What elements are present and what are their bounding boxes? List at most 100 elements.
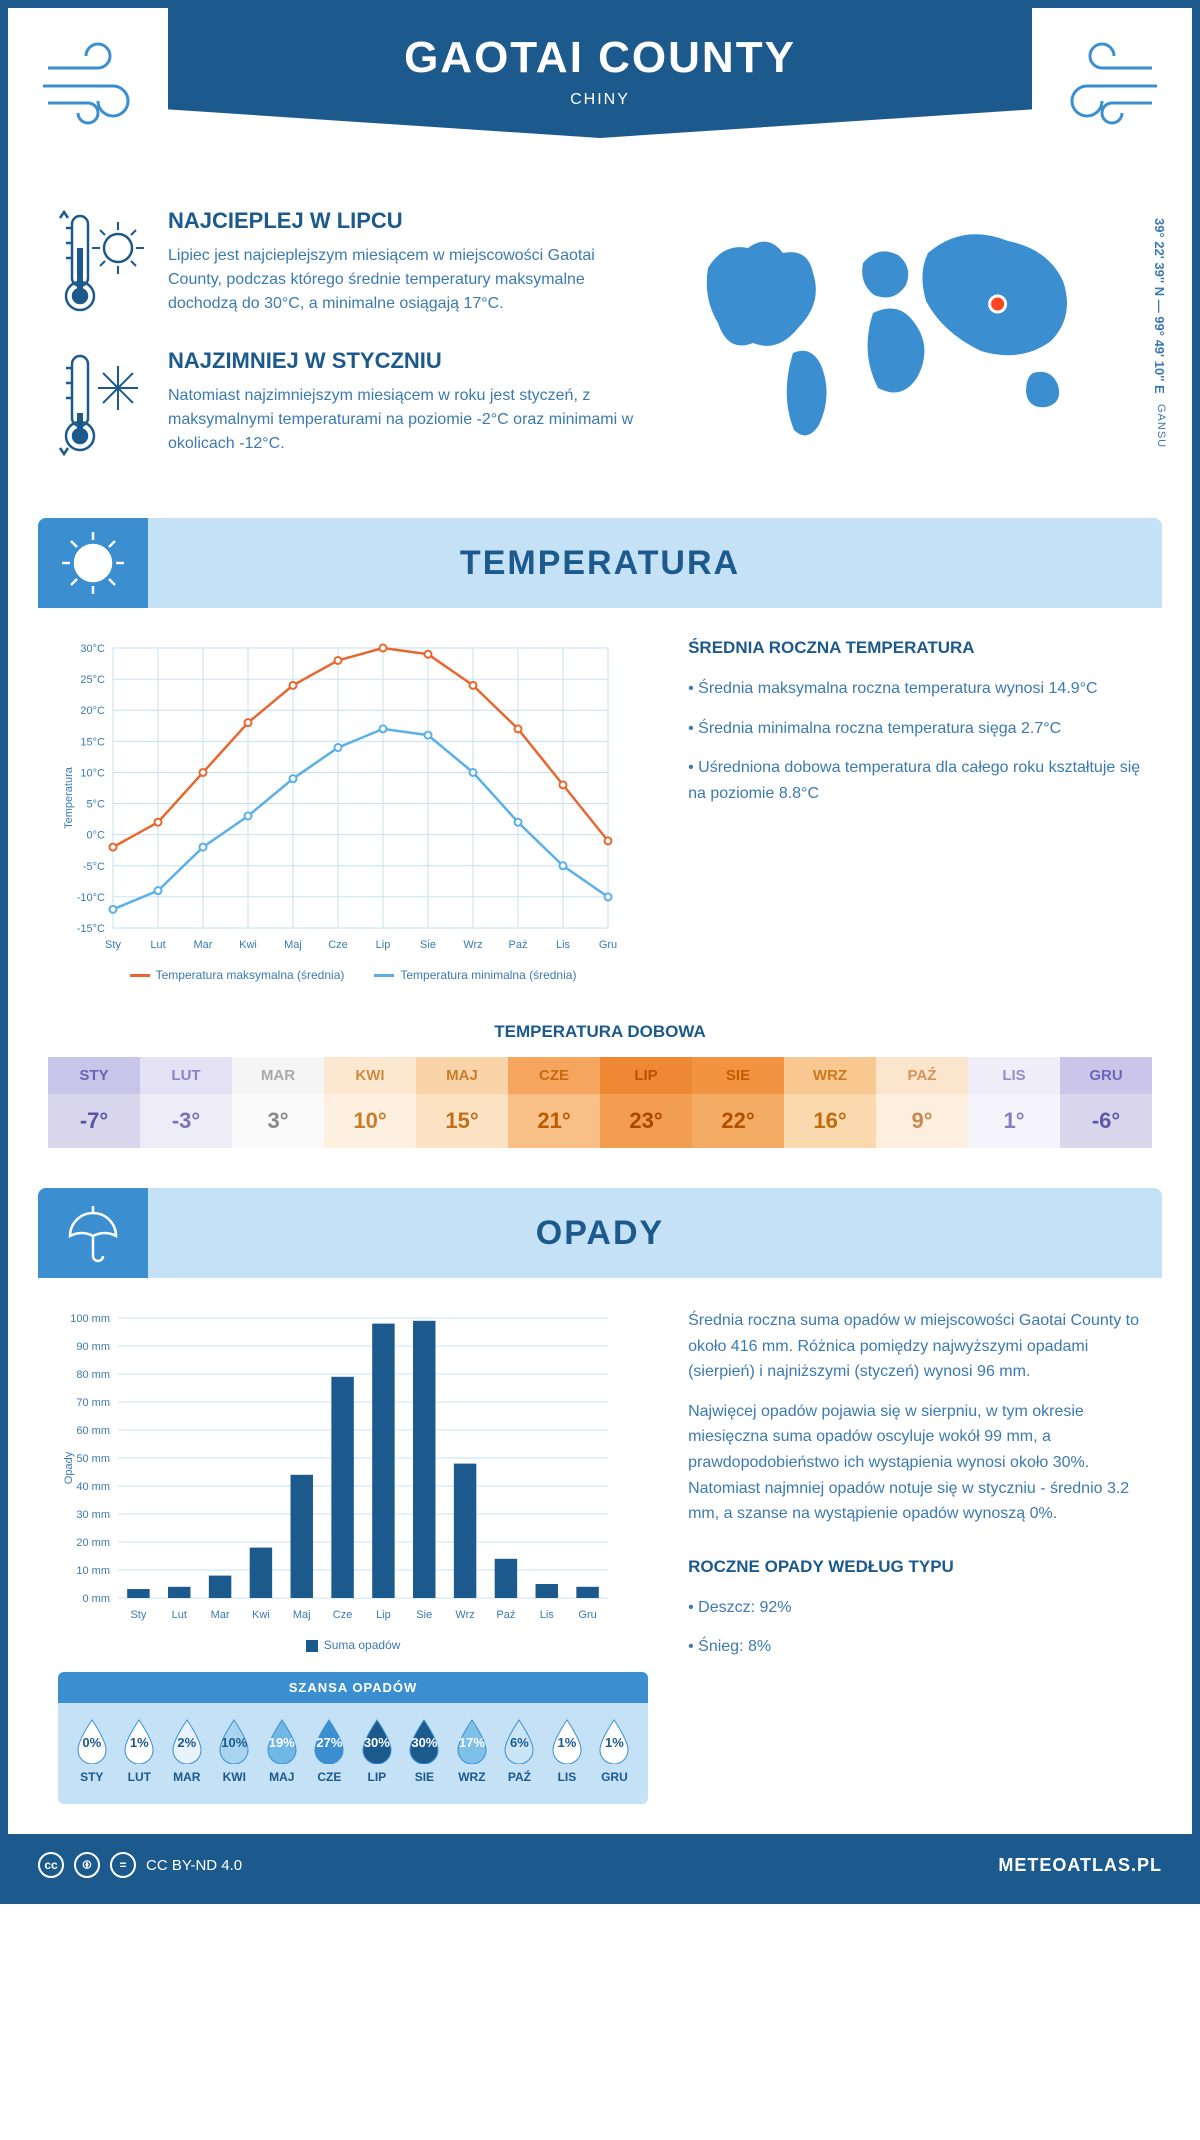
precip-type-heading: ROCZNE OPADY WEDŁUG TYPU	[688, 1557, 1142, 1577]
title-band: GAOTAI COUNTY CHINY	[168, 8, 1032, 138]
svg-text:Mar: Mar	[211, 1609, 230, 1621]
svg-text:-15°C: -15°C	[77, 923, 105, 935]
precip-para1: Średnia roczna suma opadów w miejscowośc…	[688, 1308, 1142, 1385]
svg-text:Temperatura: Temperatura	[63, 766, 75, 829]
svg-text:30 mm: 30 mm	[76, 1509, 110, 1521]
rain-chance-panel: SZANSA OPADÓW 0%STY1%LUT2%MAR10%KWI19%MA…	[58, 1672, 648, 1804]
precipitation-heading: OPADY	[536, 1214, 664, 1253]
sun-icon	[38, 518, 148, 608]
temp-cell: CZE21°	[508, 1057, 600, 1148]
svg-text:Sty: Sty	[130, 1609, 146, 1621]
precipitation-section-header: OPADY	[38, 1188, 1162, 1278]
coldest-text: Natomiast najzimniejszym miesiącem w rok…	[168, 384, 648, 456]
svg-text:Paź: Paź	[496, 1609, 515, 1621]
warmest-text: Lipiec jest najcieplejszym miesiącem w m…	[168, 244, 648, 316]
nd-icon: =	[110, 1852, 136, 1878]
svg-text:Lip: Lip	[376, 939, 391, 951]
temperature-summary: ŚREDNIA ROCZNA TEMPERATURA Średnia maksy…	[688, 638, 1142, 982]
temp-cell: PAŹ9°	[876, 1057, 968, 1148]
svg-text:0°C: 0°C	[87, 830, 106, 842]
svg-text:Cze: Cze	[328, 939, 348, 951]
thermometer-cold-icon	[58, 348, 148, 458]
summary-item: Śnieg: 8%	[688, 1634, 1142, 1660]
svg-text:Paź: Paź	[509, 939, 528, 951]
svg-text:100 mm: 100 mm	[70, 1313, 110, 1325]
warmest-title: NAJCIEPLEJ W LIPCU	[168, 208, 648, 234]
temperature-heading: TEMPERATURA	[460, 544, 740, 583]
temp-summary-heading: ŚREDNIA ROCZNA TEMPERATURA	[688, 638, 1142, 658]
svg-text:10 mm: 10 mm	[76, 1565, 110, 1577]
svg-text:Opady: Opady	[63, 1451, 75, 1484]
thermometer-hot-icon	[58, 208, 148, 318]
page-title: GAOTAI COUNTY	[168, 33, 1032, 83]
svg-text:Maj: Maj	[293, 1609, 311, 1621]
svg-text:Mar: Mar	[194, 939, 213, 951]
svg-text:20 mm: 20 mm	[76, 1537, 110, 1549]
temp-cell: MAR3°	[232, 1057, 324, 1148]
region-label: GANSU	[1155, 404, 1167, 448]
svg-text:-5°C: -5°C	[83, 861, 105, 873]
world-map	[688, 208, 1118, 448]
temp-cell: STY-7°	[48, 1057, 140, 1148]
svg-text:20°C: 20°C	[80, 705, 105, 717]
daily-temp-table: STY-7°LUT-3°MAR3°KWI10°MAJ15°CZE21°LIP23…	[48, 1057, 1152, 1148]
svg-text:Cze: Cze	[333, 1609, 353, 1621]
rain-drop-item: 1%GRU	[591, 1718, 639, 1784]
precipitation-summary: Średnia roczna suma opadów w miejscowośc…	[688, 1308, 1142, 1804]
wind-icon	[38, 38, 158, 128]
svg-text:Lut: Lut	[150, 939, 165, 951]
svg-text:Sty: Sty	[105, 939, 121, 951]
summary-item: Średnia minimalna roczna temperatura się…	[688, 716, 1142, 742]
svg-text:60 mm: 60 mm	[76, 1425, 110, 1437]
daily-temp-title: TEMPERATURA DOBOWA	[8, 1022, 1192, 1042]
brand-label: METEOATLAS.PL	[998, 1855, 1162, 1876]
svg-text:15°C: 15°C	[80, 736, 105, 748]
svg-text:Lis: Lis	[540, 1609, 555, 1621]
rain-drop-item: 6%PAŹ	[496, 1718, 544, 1784]
coldest-block: NAJZIMNIEJ W STYCZNIU Natomiast najzimni…	[58, 348, 648, 458]
summary-item: Deszcz: 92%	[688, 1595, 1142, 1621]
rain-drop-item: 19%MAJ	[258, 1718, 306, 1784]
svg-text:Kwi: Kwi	[252, 1609, 270, 1621]
rain-drop-item: 30%LIP	[353, 1718, 401, 1784]
svg-text:Maj: Maj	[284, 939, 302, 951]
rain-drop-item: 0%STY	[68, 1718, 116, 1784]
temp-cell: KWI10°	[324, 1057, 416, 1148]
precipitation-chart: 0 mm 10 mm 20 mm 30 mm 40 mm 50 mm 60 mm 70 mm 8…	[58, 1308, 648, 1804]
wind-icon	[1042, 38, 1162, 128]
svg-text:50 mm: 50 mm	[76, 1453, 110, 1465]
svg-text:Sie: Sie	[416, 1609, 432, 1621]
precip-para2: Najwięcej opadów pojawia się w sierpniu,…	[688, 1399, 1142, 1527]
svg-text:80 mm: 80 mm	[76, 1369, 110, 1381]
svg-text:Sie: Sie	[420, 939, 436, 951]
temp-cell: LIS1°	[968, 1057, 1060, 1148]
svg-text:Wrz: Wrz	[455, 1609, 474, 1621]
svg-text:Lip: Lip	[376, 1609, 391, 1621]
cc-icon: cc	[38, 1852, 64, 1878]
svg-text:5°C: 5°C	[87, 799, 106, 811]
rain-drop-item: 30%SIE	[401, 1718, 449, 1784]
svg-text:0 mm: 0 mm	[83, 1593, 111, 1605]
coldest-title: NAJZIMNIEJ W STYCZNIU	[168, 348, 648, 374]
temperature-chart: -15°C-10°C-5°C0°C5°C10°C15°C20°C25°C30°C…	[58, 638, 648, 982]
rain-drop-item: 1%LUT	[116, 1718, 164, 1784]
country-label: CHINY	[168, 91, 1032, 109]
svg-text:Lut: Lut	[172, 1609, 187, 1621]
license-text: CC BY-ND 4.0	[146, 1857, 242, 1874]
svg-text:70 mm: 70 mm	[76, 1397, 110, 1409]
legend-min: Temperatura minimalna (średnia)	[374, 968, 576, 982]
temp-cell: SIE22°	[692, 1057, 784, 1148]
svg-text:25°C: 25°C	[80, 674, 105, 686]
map-marker-icon	[990, 296, 1006, 312]
svg-text:Lis: Lis	[556, 939, 571, 951]
map-block: 39° 22' 39'' N — 99° 49' 10'' E GANSU	[688, 208, 1142, 488]
intro-section: NAJCIEPLEJ W LIPCU Lipiec jest najcieple…	[8, 188, 1192, 518]
temp-cell: LIP23°	[600, 1057, 692, 1148]
legend-max: Temperatura maksymalna (średnia)	[130, 968, 345, 982]
temp-cell: MAJ15°	[416, 1057, 508, 1148]
svg-text:40 mm: 40 mm	[76, 1481, 110, 1493]
page-frame: GAOTAI COUNTY CHINY NAJCIEPLEJ W LIPCU L…	[0, 0, 1200, 1904]
footer: cc 🅯 = CC BY-ND 4.0 METEOATLAS.PL	[8, 1834, 1192, 1896]
temp-cell: LUT-3°	[140, 1057, 232, 1148]
warmest-block: NAJCIEPLEJ W LIPCU Lipiec jest najcieple…	[58, 208, 648, 318]
